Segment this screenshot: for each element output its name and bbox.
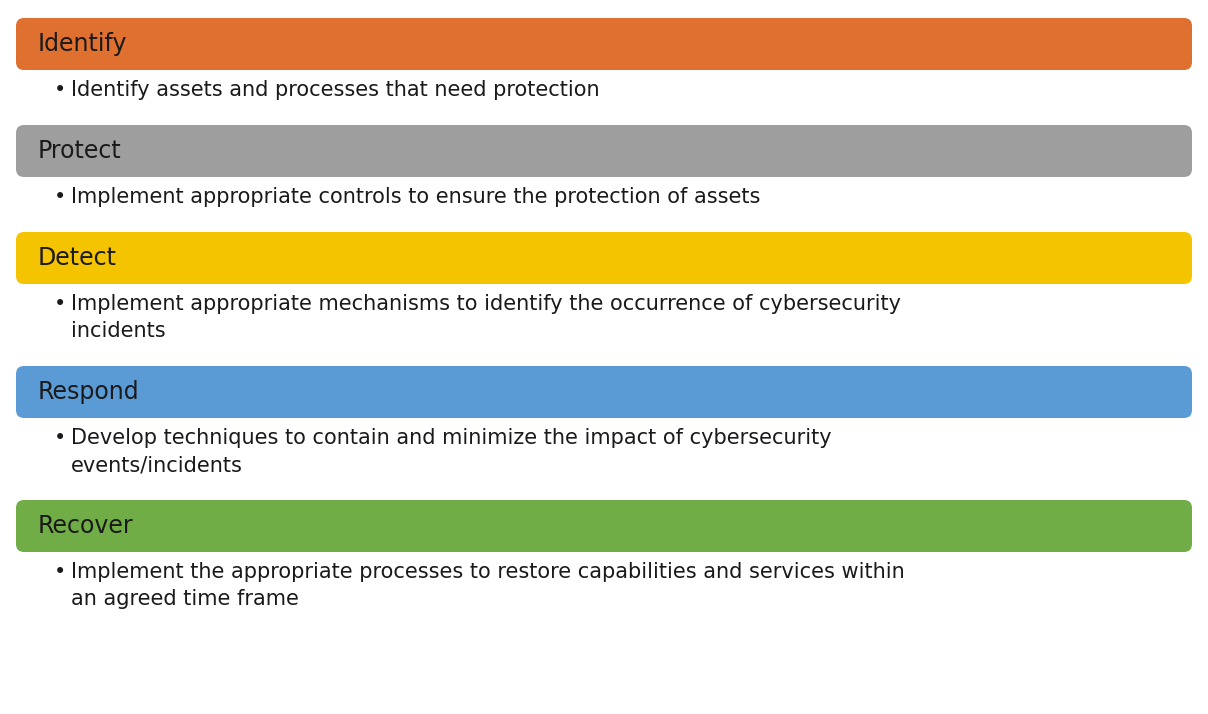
Text: Implement appropriate mechanisms to identify the occurrence of cybersecurity: Implement appropriate mechanisms to iden… bbox=[71, 294, 901, 314]
Text: events/incidents: events/incidents bbox=[71, 455, 243, 475]
Text: •: • bbox=[54, 187, 66, 207]
FancyBboxPatch shape bbox=[16, 500, 1192, 552]
Text: Detect: Detect bbox=[37, 246, 117, 270]
FancyBboxPatch shape bbox=[16, 232, 1192, 284]
Text: •: • bbox=[54, 562, 66, 582]
Text: an agreed time frame: an agreed time frame bbox=[71, 589, 298, 609]
Text: •: • bbox=[54, 294, 66, 314]
Text: •: • bbox=[54, 428, 66, 448]
Text: Protect: Protect bbox=[37, 139, 122, 163]
Text: Implement appropriate controls to ensure the protection of assets: Implement appropriate controls to ensure… bbox=[71, 187, 760, 207]
Text: incidents: incidents bbox=[71, 321, 165, 341]
FancyBboxPatch shape bbox=[16, 18, 1192, 70]
Text: Identify: Identify bbox=[37, 32, 128, 56]
Text: Respond: Respond bbox=[37, 380, 140, 404]
Text: Develop techniques to contain and minimize the impact of cybersecurity: Develop techniques to contain and minimi… bbox=[71, 428, 831, 448]
Text: Recover: Recover bbox=[37, 514, 134, 538]
FancyBboxPatch shape bbox=[16, 125, 1192, 177]
Text: Implement the appropriate processes to restore capabilities and services within: Implement the appropriate processes to r… bbox=[71, 562, 905, 582]
Text: Identify assets and processes that need protection: Identify assets and processes that need … bbox=[71, 80, 599, 100]
Text: •: • bbox=[54, 80, 66, 100]
FancyBboxPatch shape bbox=[16, 366, 1192, 418]
